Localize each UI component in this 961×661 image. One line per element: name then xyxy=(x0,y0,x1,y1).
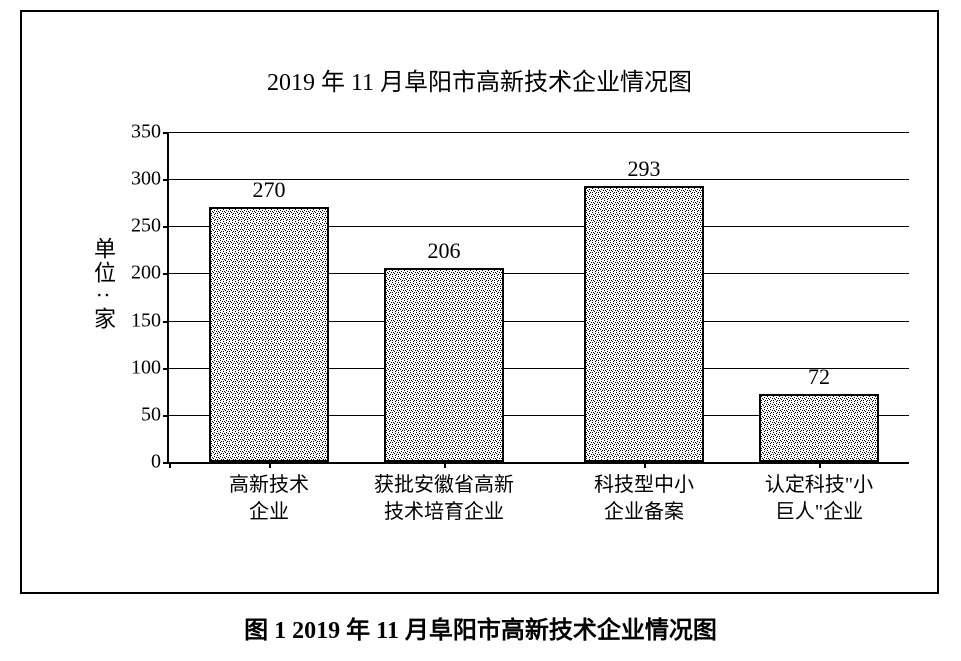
ytick-label: 300 xyxy=(131,168,161,191)
bar-value-label: 206 xyxy=(428,238,461,264)
xtick-mark xyxy=(444,462,446,468)
ytick-label: 350 xyxy=(131,121,161,144)
bar: 293 xyxy=(584,186,704,462)
ytick-label: 200 xyxy=(131,262,161,285)
plot-area: 050100150200250300350270高新技术 企业206获批安徽省高… xyxy=(167,132,909,464)
y-axis-label-part1: 单位 xyxy=(91,237,116,285)
xtick-label: 科技型中小 企业备案 xyxy=(564,472,724,526)
bar-value-label: 293 xyxy=(628,156,661,182)
ytick-mark xyxy=(163,415,169,417)
xtick-label: 高新技术 企业 xyxy=(194,472,344,526)
xtick-mark xyxy=(269,462,271,468)
bar-slot: 72 xyxy=(759,394,879,462)
xtick-label: 认定科技"小 巨人"企业 xyxy=(739,472,899,526)
ytick-mark xyxy=(163,226,169,228)
ytick-label: 100 xyxy=(131,356,161,379)
ytick-label: 150 xyxy=(131,309,161,332)
ytick-label: 0 xyxy=(151,451,161,474)
ytick-label: 250 xyxy=(131,215,161,238)
bar-value-label: 270 xyxy=(253,177,286,203)
xtick-mark xyxy=(644,462,646,468)
bar: 72 xyxy=(759,394,879,462)
y-axis-label: 单位: 家 xyxy=(92,237,114,331)
gridline xyxy=(169,132,909,133)
y-axis-label-colon: : xyxy=(94,292,116,300)
figure-caption: 图 1 2019 年 11 月阜阳市高新技术企业情况图 xyxy=(0,610,961,645)
page: 2019 年 11 月阜阳市高新技术企业情况图 单位:家 05010015020… xyxy=(0,0,961,661)
ytick-mark xyxy=(163,368,169,370)
bar-slot: 206 xyxy=(384,268,504,462)
bar-slot: 293 xyxy=(584,186,704,462)
ytick-mark xyxy=(163,179,169,181)
bar: 270 xyxy=(209,207,329,462)
bar-value-label: 72 xyxy=(808,364,830,390)
ytick-mark xyxy=(163,321,169,323)
xtick-mark xyxy=(169,462,171,468)
chart-title: 2019 年 11 月阜阳市高新技术企业情况图 xyxy=(22,62,937,97)
ytick-mark xyxy=(163,273,169,275)
bar-slot: 270 xyxy=(209,207,329,462)
y-axis-label-part2: 家 xyxy=(91,307,116,331)
ytick-label: 50 xyxy=(141,403,161,426)
xtick-mark xyxy=(819,462,821,468)
ytick-mark xyxy=(163,132,169,134)
xtick-label: 获批安徽省高新 技术培育企业 xyxy=(354,472,534,526)
chart-outer-frame: 2019 年 11 月阜阳市高新技术企业情况图 单位:家 05010015020… xyxy=(20,10,939,594)
bar: 206 xyxy=(384,268,504,462)
